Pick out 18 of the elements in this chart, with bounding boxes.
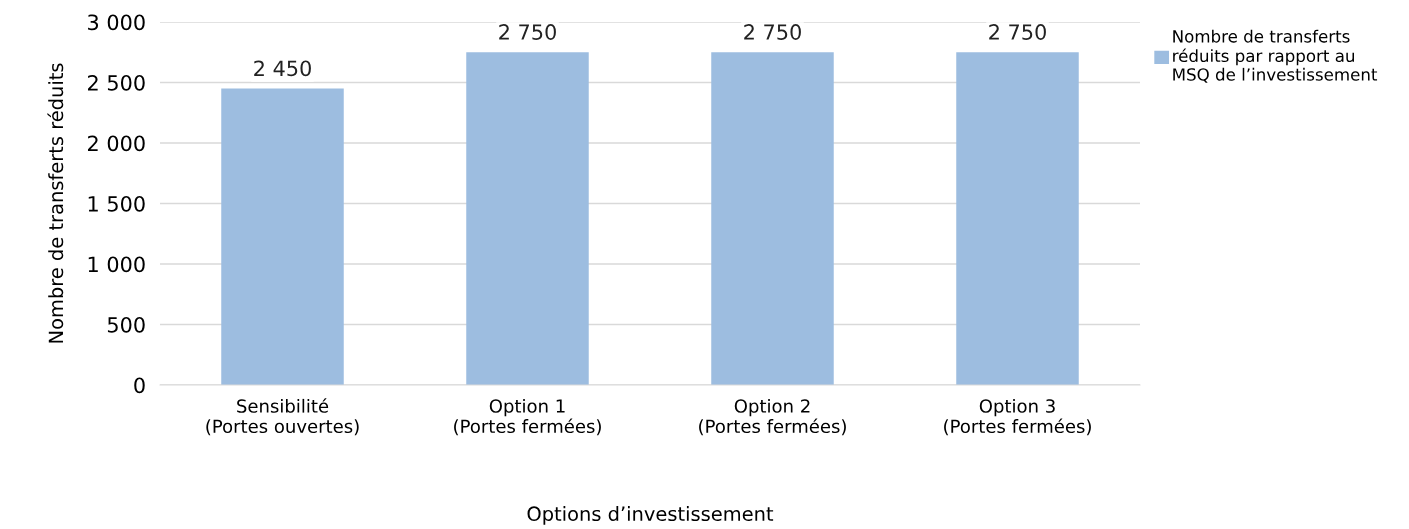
text: 2 750 [744, 24, 801, 40]
legend-label: Nombre de transferts réduits par rapport au MSQ de l’investissement [1173, 29, 1378, 83]
text: 2 750 [989, 24, 1046, 40]
text: 2 750 [499, 24, 556, 40]
x-tick-label: Option 3 (Portes fermées) [944, 398, 1091, 436]
x-tick-label: Option 1 (Portes fermées) [454, 398, 601, 436]
y-tick-label: 500 [107, 316, 145, 333]
y-axis-title: Nombre de transferts réduits [47, 63, 64, 343]
y-tick-label: 3 000 [88, 14, 145, 31]
y-tick-label: 2 000 [88, 135, 145, 152]
y-tick-label: 2 500 [88, 74, 145, 91]
y-tick-label: 1 000 [88, 256, 145, 273]
text: 2 450 [254, 60, 311, 77]
x-tick-label: Option 2 (Portes fermées) [699, 398, 846, 436]
y-tick-label: 0 [134, 377, 145, 394]
y-tick-label: 1 500 [88, 195, 145, 212]
x-axis-title: Options d’investissement [527, 506, 774, 525]
x-tick-label: Sensibilité (Portes ouvertes) [206, 398, 359, 436]
